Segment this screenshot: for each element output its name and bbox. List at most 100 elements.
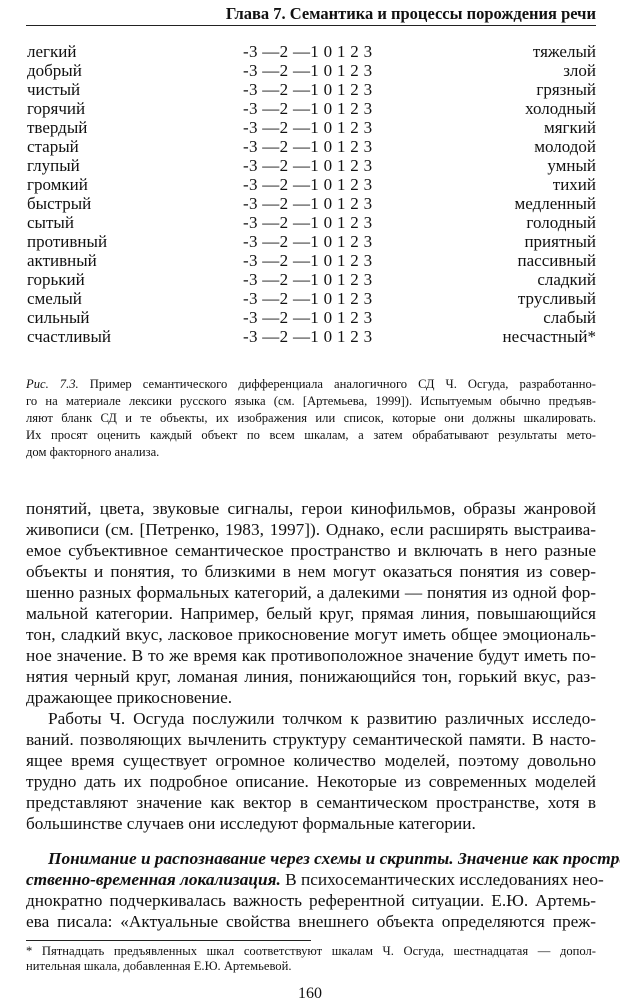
body-text: понятий, цвета, звуковые сигналы, герои …	[26, 498, 620, 932]
scale-values: -3 —2 —1 0 1 2 3	[243, 137, 373, 156]
scale-row: смелый -3 —2 —1 0 1 2 3 трусливый	[27, 289, 596, 308]
scale-values: -3 —2 —1 0 1 2 3	[243, 80, 373, 99]
paragraph-line: ваний. позволяющих вычленить структуру с…	[26, 730, 596, 749]
paragraph-line: ящее время существует огромное количеств…	[26, 751, 596, 770]
caption-line: ляют бланк СД и те объекты, их изображен…	[26, 411, 596, 425]
scale-values: -3 —2 —1 0 1 2 3	[243, 42, 373, 61]
right-adjective: злой	[563, 61, 596, 80]
left-adjective: легкий	[27, 42, 77, 61]
caption-label: Рис. 7.3.	[26, 377, 79, 391]
caption-line: Их просят оценить каждый объект по всем …	[26, 428, 596, 442]
scale-row: твердый -3 —2 —1 0 1 2 3 мягкий	[27, 118, 596, 137]
right-adjective: тяжелый	[532, 42, 596, 61]
paragraph: Понимание и распознавание через схемы и …	[26, 848, 620, 932]
left-adjective: добрый	[27, 61, 82, 80]
scale-values: -3 —2 —1 0 1 2 3	[243, 327, 373, 346]
scale-values: -3 —2 —1 0 1 2 3	[243, 194, 373, 213]
scale-values: -3 —2 —1 0 1 2 3	[243, 270, 373, 289]
paragraph-line: трудно дать их подробное описание. Некот…	[26, 772, 596, 791]
scale-row: горячий -3 —2 —1 0 1 2 3 холодный	[27, 99, 596, 118]
scale-values: -3 —2 —1 0 1 2 3	[243, 118, 373, 137]
right-adjective: мягкий	[543, 118, 596, 137]
scale-values: -3 —2 —1 0 1 2 3	[243, 232, 373, 251]
paragraph-line: ева писала: «Актуальные свойства внешнег…	[26, 912, 596, 931]
scale-values: -3 —2 —1 0 1 2 3	[243, 251, 373, 270]
paragraph-line: Понимание и распознавание через схемы и …	[26, 848, 620, 869]
scale-row: горький -3 —2 —1 0 1 2 3 сладкий	[27, 270, 596, 289]
paragraph-line: объекты и понятия, то близкими в нем мог…	[26, 562, 596, 581]
left-adjective: громкий	[27, 175, 88, 194]
left-adjective: противный	[27, 232, 108, 251]
paragraph-line: днократно подчеркивалась важность рефере…	[26, 891, 596, 910]
right-adjective: несчастный*	[502, 327, 596, 346]
right-adjective: пассивный	[517, 251, 596, 270]
footnote: * Пятнадцать предъявленных шкал соответс…	[26, 944, 596, 974]
paragraph-line: понятий, цвета, звуковые сигналы, герои …	[26, 499, 596, 518]
paragraph-line: тон, сладкий вкус, ласковое прикосновени…	[26, 625, 596, 644]
paragraph-line: большинстве случаев они исследуют формал…	[26, 814, 476, 833]
footnote-line: нительная шкала, добавленная Е.Ю. Артемь…	[26, 959, 292, 973]
left-adjective: глупый	[27, 156, 80, 175]
scale-values: -3 —2 —1 0 1 2 3	[243, 156, 373, 175]
paragraph-line: представляют значение как вектор в семан…	[26, 793, 596, 812]
right-adjective: холодный	[525, 99, 596, 118]
scale-row: счастливый -3 —2 —1 0 1 2 3 несчастный*	[27, 327, 596, 346]
left-adjective: счастливый	[27, 327, 111, 346]
scale-row: сытый -3 —2 —1 0 1 2 3 голодный	[27, 213, 596, 232]
page-number: 160	[298, 985, 322, 1002]
scale-row: глупый -3 —2 —1 0 1 2 3 умный	[27, 156, 596, 175]
scale-row: противный -3 —2 —1 0 1 2 3 приятный	[27, 232, 596, 251]
running-header: Глава 7. Семантика и процессы порождения…	[26, 3, 596, 26]
scale-row: активный -3 —2 —1 0 1 2 3 пассивный	[27, 251, 596, 270]
paragraph: Работы Ч. Осгуда послужили толчком к раз…	[26, 708, 596, 834]
caption-line: го на материале лексики русского языка (…	[26, 394, 596, 408]
right-adjective: медленный	[514, 194, 596, 213]
left-adjective: горячий	[27, 99, 86, 118]
paragraph-line: дражающее прикосновение.	[26, 688, 233, 707]
paragraph-line: нятия черный круг, ломаная линия, понижа…	[26, 667, 596, 686]
right-adjective: слабый	[543, 308, 596, 327]
scale-row: сильный -3 —2 —1 0 1 2 3 слабый	[27, 308, 596, 327]
right-adjective: молодой	[534, 137, 596, 156]
left-adjective: сытый	[27, 213, 74, 232]
paragraph-line: шенно разных формальных категорий, а дал…	[26, 583, 596, 602]
left-adjective: быстрый	[27, 194, 92, 213]
section-heading: Понимание и распознавание через схемы и …	[48, 849, 620, 868]
caption-line: Рис. 7.3. Пример семантического дифферен…	[26, 377, 596, 391]
right-adjective: голодный	[526, 213, 596, 232]
scale-row: легкий -3 —2 —1 0 1 2 3 тяжелый	[27, 42, 596, 61]
left-adjective: смелый	[27, 289, 82, 308]
right-adjective: приятный	[524, 232, 596, 251]
left-adjective: сильный	[27, 308, 90, 327]
left-adjective: горький	[27, 270, 85, 289]
left-adjective: чистый	[27, 80, 81, 99]
scale-values: -3 —2 —1 0 1 2 3	[243, 61, 373, 80]
scale-values: -3 —2 —1 0 1 2 3	[243, 289, 373, 308]
scale-row: чистый -3 —2 —1 0 1 2 3 грязный	[27, 80, 596, 99]
scale-values: -3 —2 —1 0 1 2 3	[243, 175, 373, 194]
scale-row: быстрый -3 —2 —1 0 1 2 3 медленный	[27, 194, 596, 213]
caption-line: дом факторного анализа.	[26, 445, 160, 459]
paragraph-line: живописи (см. [Петренко, 1983, 1997]). О…	[26, 520, 596, 539]
paragraph-line: ное значение. В то же время как противоп…	[26, 646, 596, 665]
left-adjective: старый	[27, 137, 79, 156]
right-adjective: грязный	[536, 80, 596, 99]
left-adjective: твердый	[27, 118, 88, 137]
right-adjective: умный	[547, 156, 596, 175]
paragraph-line: мальной категории. Например, белый круг,…	[26, 604, 596, 623]
footnote-line: * Пятнадцать предъявленных шкал соответс…	[26, 944, 596, 958]
footnote-divider	[26, 940, 311, 941]
scale-row: громкий -3 —2 —1 0 1 2 3 тихий	[27, 175, 596, 194]
semantic-differential-table: легкий -3 —2 —1 0 1 2 3 тяжелый добрый -3 —2…	[27, 42, 596, 346]
figure-caption: Рис. 7.3. Пример семантического дифферен…	[26, 376, 596, 461]
scale-values: -3 —2 —1 0 1 2 3	[243, 213, 373, 232]
right-adjective: тихий	[552, 175, 596, 194]
right-adjective: трусливый	[517, 289, 596, 308]
scale-row: старый -3 —2 —1 0 1 2 3 молодой	[27, 137, 596, 156]
paragraph: понятий, цвета, звуковые сигналы, герои …	[26, 498, 596, 708]
left-adjective: активный	[27, 251, 97, 270]
section-heading: ственно-временная локализация.	[26, 870, 281, 889]
right-adjective: сладкий	[537, 270, 596, 289]
paragraph-line: Работы Ч. Осгуда послужили толчком к раз…	[48, 709, 596, 728]
scale-values: -3 —2 —1 0 1 2 3	[243, 99, 373, 118]
